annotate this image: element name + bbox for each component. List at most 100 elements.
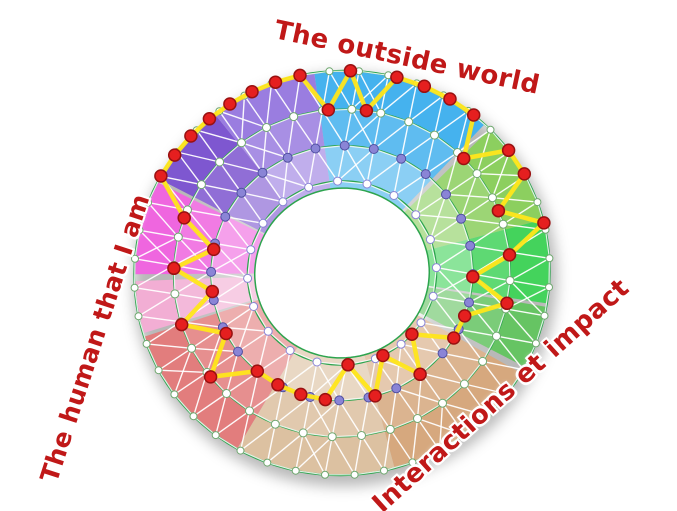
mesh-line xyxy=(408,94,444,123)
ring-1-node xyxy=(236,446,245,455)
ring-1-node xyxy=(545,283,553,292)
red-node xyxy=(376,348,390,363)
red-node xyxy=(466,269,480,284)
red-node xyxy=(517,167,532,181)
ring-4-node xyxy=(258,218,268,228)
red-node xyxy=(502,248,517,262)
mesh-line xyxy=(344,109,353,146)
ring-3-node xyxy=(233,346,243,357)
ring-2-node xyxy=(430,130,439,140)
ring-1-node xyxy=(350,470,359,479)
mesh-line xyxy=(174,371,208,395)
red-node xyxy=(174,317,189,332)
mesh-line xyxy=(134,258,175,267)
mesh-line xyxy=(360,397,370,436)
mesh-line xyxy=(458,328,497,337)
ring-3-node xyxy=(420,169,431,180)
mesh-line xyxy=(411,418,419,463)
ring-3-node xyxy=(437,348,448,359)
mesh-line xyxy=(366,158,402,185)
red-node xyxy=(537,216,551,230)
mesh-line xyxy=(302,399,340,434)
mesh-line xyxy=(389,429,414,463)
ring-2-node xyxy=(270,419,280,429)
red-node xyxy=(405,327,419,341)
ring-1-node xyxy=(483,411,492,420)
ring-1-node xyxy=(460,430,469,439)
red-node xyxy=(271,378,285,392)
red-node xyxy=(294,387,308,402)
ring-2-node xyxy=(215,157,225,167)
mesh-line xyxy=(445,173,478,195)
red-node xyxy=(184,129,198,143)
mesh-line xyxy=(492,197,538,203)
mesh-line xyxy=(470,245,510,253)
ring-3-node xyxy=(441,189,451,200)
mesh-line xyxy=(456,110,469,153)
mesh-line xyxy=(380,75,389,114)
mesh-line xyxy=(351,74,389,110)
ring-1-node xyxy=(135,226,144,235)
ring-1-node xyxy=(189,412,198,421)
mesh-line xyxy=(482,360,524,371)
mesh-line xyxy=(191,347,239,353)
ring-2-node xyxy=(505,276,515,286)
mesh-line xyxy=(314,148,339,182)
mesh-line xyxy=(243,95,268,128)
ring-1-node xyxy=(531,339,540,348)
mesh-line xyxy=(186,209,216,244)
ring-4-node xyxy=(425,235,435,244)
ring-3-node xyxy=(368,144,379,154)
ring-3-node xyxy=(465,240,476,251)
red-node xyxy=(466,108,481,122)
mesh-line xyxy=(336,145,346,182)
mesh-line xyxy=(146,343,192,349)
mesh-line xyxy=(460,197,493,220)
ring-2-node xyxy=(245,406,254,416)
mesh-line xyxy=(505,308,545,317)
red-node xyxy=(413,367,427,382)
ring-2-node xyxy=(289,112,299,122)
mesh-line xyxy=(214,242,251,251)
mesh-line xyxy=(266,432,304,464)
mesh-line xyxy=(248,371,259,412)
mesh-line xyxy=(287,116,295,158)
mesh-line xyxy=(351,71,360,110)
mesh-line xyxy=(373,121,410,150)
red-node xyxy=(293,68,307,83)
ring-2-node xyxy=(404,117,414,127)
mesh-line xyxy=(425,151,458,175)
mesh-line xyxy=(395,387,419,419)
ring-1-node xyxy=(408,458,417,467)
ring-3-node xyxy=(220,211,231,222)
mesh-line xyxy=(442,352,465,385)
mesh-line xyxy=(509,257,550,282)
ring-1-node xyxy=(134,312,143,321)
mesh-line xyxy=(257,349,291,373)
red-node xyxy=(268,75,283,89)
mesh-line xyxy=(457,129,491,154)
mesh-line xyxy=(476,129,492,174)
ring-1-node xyxy=(435,446,444,455)
ring-1-node xyxy=(545,254,554,263)
mesh-line xyxy=(213,277,248,301)
ring-2-node xyxy=(487,193,497,203)
ring-1-node xyxy=(170,390,179,399)
sector-green-mid xyxy=(418,287,547,367)
red-node xyxy=(167,261,181,276)
mesh-line xyxy=(420,322,459,330)
ring-2-node xyxy=(459,379,469,389)
mesh-line xyxy=(509,280,545,317)
red-node xyxy=(417,79,432,94)
red-node xyxy=(456,151,471,166)
ring-4-node xyxy=(246,245,256,255)
mesh-line xyxy=(360,435,385,471)
mesh-line xyxy=(314,110,324,149)
mesh-line xyxy=(139,229,179,238)
mesh-line xyxy=(274,387,284,425)
mesh-line xyxy=(393,173,427,197)
mesh-line xyxy=(240,423,276,452)
mesh-line xyxy=(482,360,508,395)
red-node xyxy=(443,92,457,106)
